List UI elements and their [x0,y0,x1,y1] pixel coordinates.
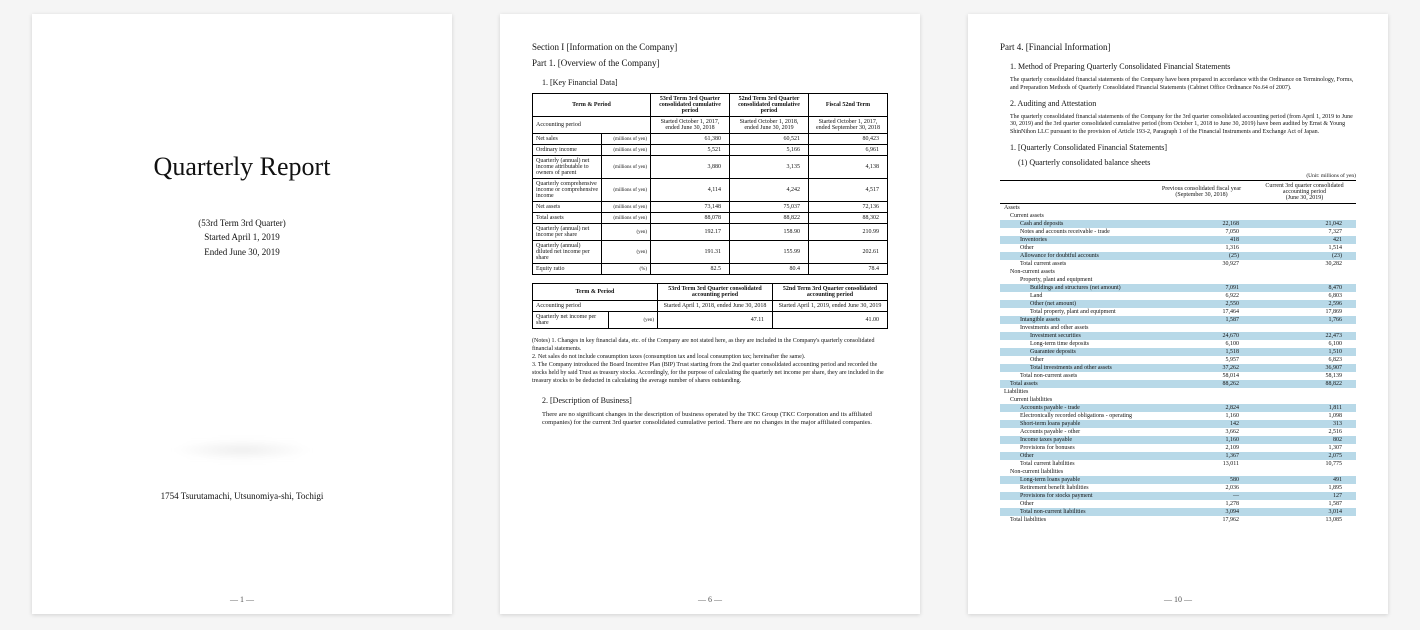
balance-sheet-table: Previous consolidated fiscal year(Septem… [1000,180,1356,524]
cover-subtitle: (53rd Term 3rd Quarter) Started April 1,… [64,216,420,259]
redacted-block [172,439,312,461]
auditing-heading: 2. Auditing and Attestation [1010,99,1356,108]
page-financial-info: Part 4. [Financial Information] 1. Metho… [968,14,1388,614]
key-financial-data-heading: 1. [Key Financial Data] [542,78,888,87]
part-title: Part 1. [Overview of the Company] [532,58,888,68]
unit-note: (Unit: millions of yen) [1000,173,1356,179]
page-cover: Quarterly Report (53rd Term 3rd Quarter)… [32,14,452,614]
key-financial-table-1: Term & Period53rd Term 3rd Quarter conso… [532,93,888,275]
page-number: — 10 — [968,595,1388,604]
auditing-body: The quarterly consolidated financial sta… [1010,114,1356,137]
key-financial-table-2: Term & Period53rd Term 3rd Quarter conso… [532,283,888,329]
description-business-body: There are no significant changes in the … [542,411,888,429]
description-business-heading: 2. [Description of Business] [542,396,888,405]
page-number: — 6 — [500,595,920,604]
table-notes: (Notes) 1. Changes in key financial data… [532,337,888,386]
company-address: 1754 Tsurutamachi, Utsunomiya-shi, Tochi… [64,491,420,501]
term-line: (53rd Term 3rd Quarter) [64,216,420,230]
section-title: Section I [Information on the Company] [532,42,888,52]
method-heading: 1. Method of Preparing Quarterly Consoli… [1010,62,1356,71]
page-overview: Section I [Information on the Company] P… [500,14,920,614]
method-body: The quarterly consolidated financial sta… [1010,77,1356,93]
report-title: Quarterly Report [64,152,420,182]
part4-title: Part 4. [Financial Information] [1000,42,1356,52]
statements-heading: 1. [Quarterly Consolidated Financial Sta… [1010,143,1356,152]
balance-sheet-heading: (1) Quarterly consolidated balance sheet… [1018,158,1356,167]
page-number: — 1 — [32,595,452,604]
period-start: Started April 1, 2019 [64,230,420,244]
period-end: Ended June 30, 2019 [64,245,420,259]
